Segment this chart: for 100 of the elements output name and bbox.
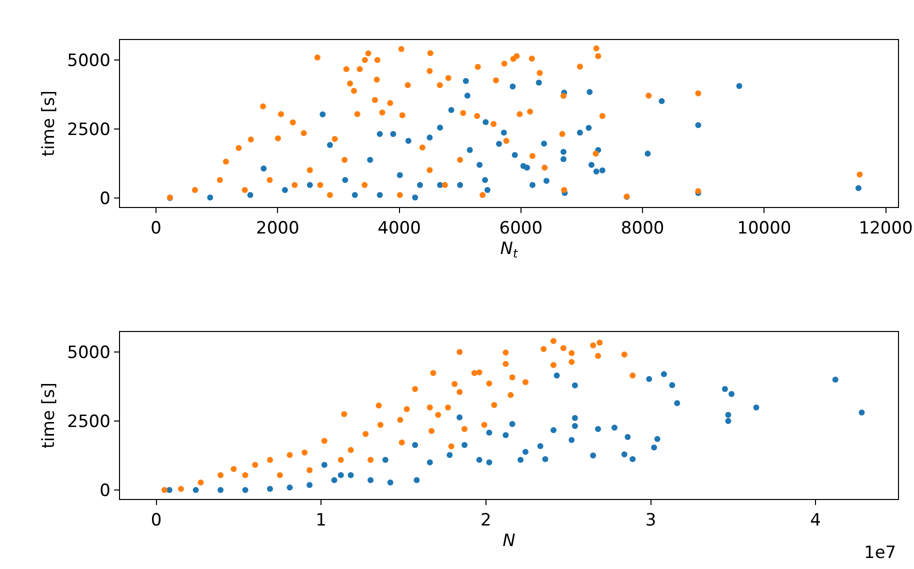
point <box>321 462 328 468</box>
y-tick-label: 2500 <box>67 412 110 432</box>
x-tick-label: 8000 <box>620 218 664 239</box>
point <box>595 426 602 432</box>
text: 1e7 <box>864 543 896 563</box>
point <box>482 177 488 184</box>
point <box>405 138 412 144</box>
point <box>855 185 862 192</box>
point <box>462 442 468 448</box>
point <box>596 340 603 346</box>
point <box>522 379 528 386</box>
point <box>456 414 463 420</box>
point <box>722 386 728 392</box>
point <box>456 389 463 396</box>
point <box>540 346 547 352</box>
point <box>376 402 382 409</box>
point <box>464 92 470 99</box>
point <box>669 382 676 388</box>
point <box>560 148 566 155</box>
point <box>412 442 418 448</box>
x-tick-label: 6000 <box>499 218 543 239</box>
point <box>725 412 732 418</box>
point <box>651 444 658 450</box>
point <box>207 194 214 200</box>
x-tick-label: 0 <box>150 510 162 531</box>
x-axis-title: N$_{t}$ <box>500 238 520 260</box>
point <box>572 422 578 429</box>
point <box>338 456 344 463</box>
point <box>536 80 542 86</box>
point <box>306 467 313 474</box>
point <box>728 390 735 397</box>
point <box>448 443 454 450</box>
point <box>522 448 528 455</box>
point <box>398 440 405 446</box>
point <box>482 119 489 126</box>
point <box>550 362 556 368</box>
point <box>306 182 313 188</box>
point <box>162 487 168 493</box>
point <box>396 172 403 178</box>
point <box>426 404 433 410</box>
point <box>586 124 592 131</box>
point <box>588 162 594 168</box>
point <box>367 156 374 163</box>
point <box>644 150 651 157</box>
point <box>725 418 732 424</box>
point <box>435 412 442 418</box>
point <box>352 192 358 198</box>
point <box>486 430 492 436</box>
point <box>382 456 388 463</box>
point <box>518 456 524 463</box>
y-axis-title: time [s] <box>38 90 59 156</box>
point <box>230 466 237 472</box>
point <box>331 477 338 484</box>
point <box>426 134 433 141</box>
point <box>192 487 199 493</box>
point <box>654 436 660 442</box>
point <box>412 194 418 200</box>
point <box>509 374 516 380</box>
point <box>753 404 760 410</box>
y-tick-label: 2500 <box>67 120 110 140</box>
point <box>252 462 258 468</box>
point <box>452 381 458 388</box>
point <box>242 487 248 493</box>
point <box>462 426 468 432</box>
point <box>348 446 354 453</box>
point <box>658 98 665 104</box>
point <box>554 372 560 378</box>
point <box>541 140 548 147</box>
point <box>590 342 596 348</box>
point <box>286 452 293 458</box>
y-axis-title: time [s] <box>38 382 59 448</box>
point <box>178 486 184 492</box>
x-axis-title: N <box>502 530 516 551</box>
point <box>414 477 420 484</box>
y-tick-label: 5000 <box>67 342 110 363</box>
point <box>377 422 384 428</box>
point <box>537 443 544 450</box>
point <box>593 168 600 175</box>
point <box>502 350 509 356</box>
point <box>674 400 680 406</box>
point <box>260 165 267 172</box>
point <box>348 472 354 478</box>
point <box>572 414 578 421</box>
x-tick-label: 3 <box>645 510 656 531</box>
point <box>491 402 498 408</box>
point <box>267 486 273 492</box>
point <box>595 352 602 359</box>
x-tick-label: 2000 <box>256 218 300 239</box>
x-tick-label: 12000 <box>858 218 913 239</box>
point <box>362 430 369 437</box>
y-tick-label: 5000 <box>67 50 110 71</box>
point <box>550 427 556 434</box>
point <box>630 456 636 462</box>
point <box>416 182 423 188</box>
point <box>338 472 344 478</box>
point <box>321 438 328 444</box>
point <box>481 422 488 428</box>
point <box>368 477 374 484</box>
point <box>630 372 636 378</box>
point <box>500 130 507 136</box>
